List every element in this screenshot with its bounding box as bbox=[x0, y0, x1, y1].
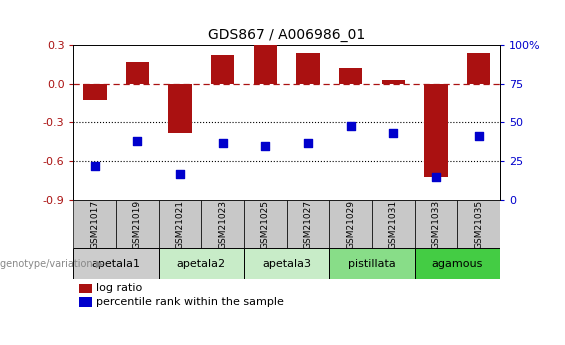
Bar bbox=[211, 55, 234, 84]
Point bbox=[346, 123, 355, 128]
Text: agamous: agamous bbox=[432, 259, 483, 269]
Text: GSM21029: GSM21029 bbox=[346, 200, 355, 249]
Bar bbox=[339, 68, 363, 84]
Bar bbox=[73, 248, 159, 279]
Text: GSM21017: GSM21017 bbox=[90, 200, 99, 249]
Text: genotype/variation ▶: genotype/variation ▶ bbox=[0, 259, 103, 269]
Bar bbox=[83, 84, 107, 100]
Text: GSM21031: GSM21031 bbox=[389, 200, 398, 249]
Point bbox=[432, 174, 441, 179]
Text: apetala3: apetala3 bbox=[262, 259, 311, 269]
Point bbox=[218, 140, 227, 146]
Point bbox=[261, 143, 270, 149]
Bar bbox=[125, 62, 149, 84]
Bar bbox=[458, 200, 500, 248]
Point bbox=[133, 138, 142, 144]
Text: GSM21023: GSM21023 bbox=[218, 200, 227, 249]
Point bbox=[474, 134, 483, 139]
Text: log ratio: log ratio bbox=[96, 284, 142, 293]
Text: apetala1: apetala1 bbox=[92, 259, 141, 269]
Bar bbox=[372, 200, 415, 248]
Bar bbox=[244, 248, 329, 279]
Bar bbox=[244, 200, 286, 248]
Bar bbox=[296, 52, 320, 84]
Bar bbox=[424, 84, 448, 177]
Bar bbox=[202, 200, 244, 248]
Point bbox=[176, 171, 185, 176]
Text: GSM21027: GSM21027 bbox=[303, 200, 312, 249]
Point bbox=[303, 140, 312, 146]
Bar bbox=[287, 200, 329, 248]
Bar bbox=[73, 200, 116, 248]
Text: GSM21019: GSM21019 bbox=[133, 200, 142, 249]
Bar bbox=[168, 84, 192, 133]
Bar bbox=[329, 248, 415, 279]
Bar bbox=[329, 200, 372, 248]
Text: percentile rank within the sample: percentile rank within the sample bbox=[96, 297, 284, 307]
Text: apetala2: apetala2 bbox=[177, 259, 226, 269]
Point bbox=[90, 163, 99, 169]
Bar bbox=[381, 80, 405, 84]
Bar bbox=[116, 200, 159, 248]
Bar bbox=[415, 200, 457, 248]
Point bbox=[389, 131, 398, 136]
Text: GSM21021: GSM21021 bbox=[176, 200, 185, 249]
Text: GSM21025: GSM21025 bbox=[261, 200, 270, 249]
Text: GSM21035: GSM21035 bbox=[474, 200, 483, 249]
Bar bbox=[415, 248, 500, 279]
Bar bbox=[159, 200, 201, 248]
Bar bbox=[467, 52, 490, 84]
Text: pistillata: pistillata bbox=[348, 259, 396, 269]
Text: GSM21033: GSM21033 bbox=[432, 200, 441, 249]
Bar bbox=[159, 248, 244, 279]
Title: GDS867 / A006986_01: GDS867 / A006986_01 bbox=[208, 28, 366, 42]
Bar bbox=[254, 45, 277, 84]
